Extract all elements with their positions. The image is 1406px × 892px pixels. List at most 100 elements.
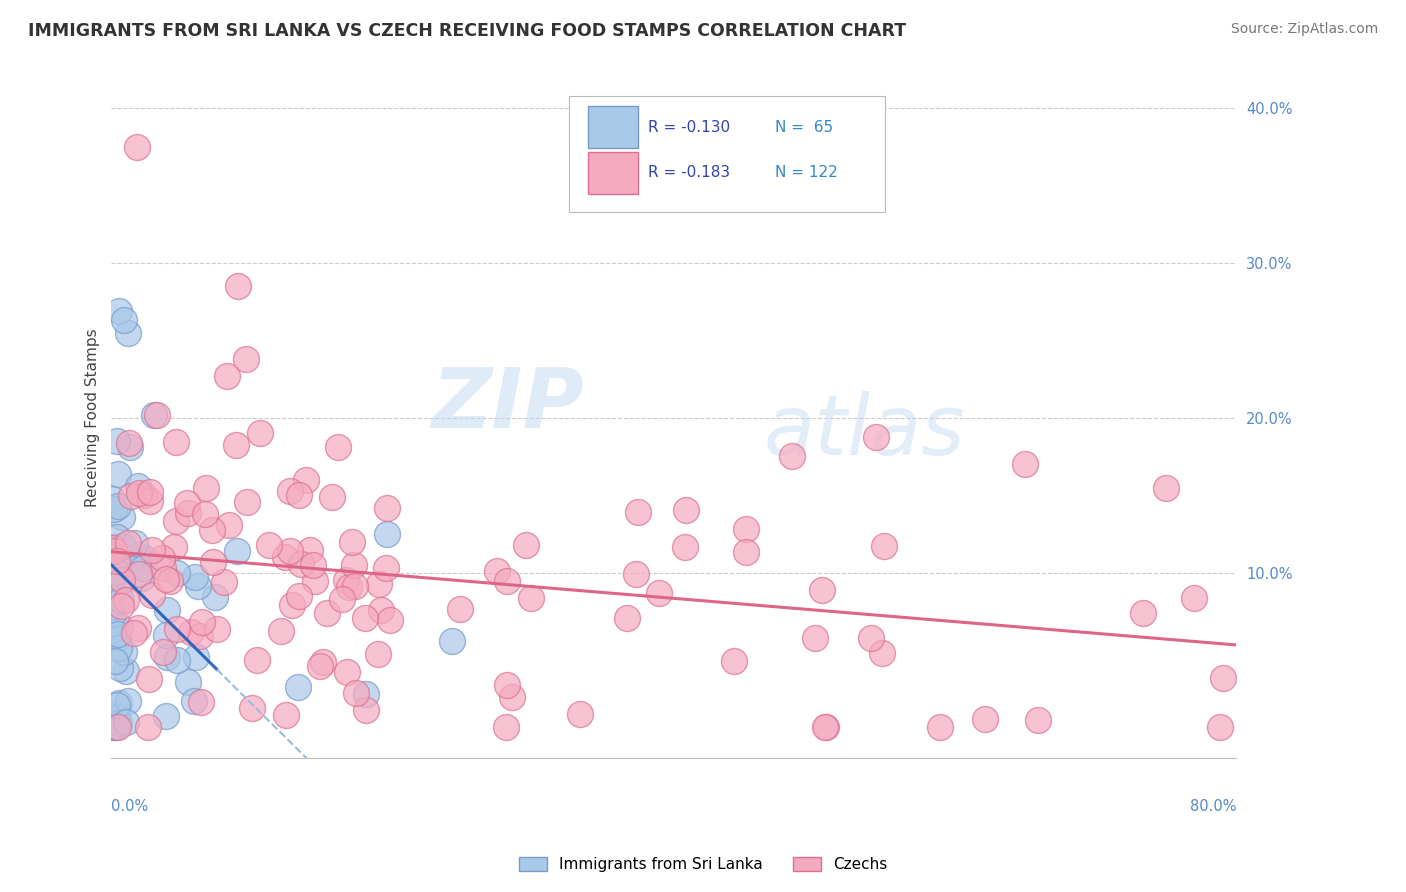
Point — [152, 645, 174, 659]
Point — [187, 578, 209, 592]
Point — [105, 565, 128, 579]
Point — [368, 577, 391, 591]
Point — [343, 579, 366, 593]
Point — [449, 601, 471, 615]
Point — [627, 505, 650, 519]
FancyBboxPatch shape — [569, 95, 886, 212]
Point — [162, 540, 184, 554]
Point — [155, 709, 177, 723]
Point — [108, 696, 131, 710]
Point — [115, 593, 138, 607]
Point — [103, 502, 125, 516]
Point — [127, 548, 149, 562]
Point — [304, 574, 326, 588]
Point — [378, 613, 401, 627]
Point — [374, 561, 396, 575]
Point — [107, 581, 129, 595]
Legend: Immigrants from Sri Lanka, Czechs: Immigrants from Sri Lanka, Czechs — [512, 849, 894, 880]
Point — [103, 720, 125, 734]
Point — [225, 438, 247, 452]
Point — [155, 573, 177, 587]
Point — [121, 552, 143, 566]
Point — [298, 543, 321, 558]
Point — [235, 352, 257, 367]
Point — [110, 544, 132, 558]
Point — [177, 675, 200, 690]
Point — [723, 654, 745, 668]
Point — [114, 715, 136, 730]
Point — [270, 624, 292, 638]
Point — [112, 645, 135, 659]
Point — [344, 686, 367, 700]
Text: 0.0%: 0.0% — [111, 799, 149, 814]
Point — [139, 494, 162, 508]
Point — [194, 507, 217, 521]
Point — [485, 564, 508, 578]
Point — [101, 607, 124, 621]
Point — [146, 409, 169, 423]
Point — [236, 495, 259, 509]
Point — [870, 646, 893, 660]
Point — [673, 541, 696, 555]
Point — [780, 449, 803, 463]
Point — [166, 622, 188, 636]
Point — [141, 588, 163, 602]
Point — [107, 500, 129, 514]
Point — [225, 543, 247, 558]
Point — [105, 434, 128, 449]
Point — [865, 430, 887, 444]
Point — [104, 540, 127, 554]
Point — [873, 539, 896, 553]
Point — [288, 589, 311, 603]
Point — [165, 434, 187, 449]
Point — [1132, 606, 1154, 620]
Point — [1212, 672, 1234, 686]
Point — [501, 690, 523, 704]
Point — [159, 574, 181, 588]
Point — [343, 558, 366, 573]
Point — [117, 693, 139, 707]
Point — [274, 550, 297, 565]
Point — [105, 698, 128, 712]
Point — [105, 710, 128, 724]
Text: IMMIGRANTS FROM SRI LANKA VS CZECH RECEIVING FOOD STAMPS CORRELATION CHART: IMMIGRANTS FROM SRI LANKA VS CZECH RECEI… — [28, 22, 907, 40]
Point — [974, 712, 997, 726]
Text: R = -0.130: R = -0.130 — [648, 120, 730, 135]
Point — [336, 665, 359, 680]
Point — [101, 600, 124, 615]
Point — [107, 715, 129, 730]
Text: Source: ZipAtlas.com: Source: ZipAtlas.com — [1230, 22, 1378, 37]
Point — [183, 694, 205, 708]
Point — [177, 506, 200, 520]
Point — [814, 720, 837, 734]
Point — [377, 500, 399, 515]
Point — [328, 441, 350, 455]
Point — [115, 664, 138, 678]
Point — [212, 575, 235, 590]
Point — [204, 590, 226, 604]
Point — [107, 720, 129, 734]
Point — [103, 543, 125, 558]
Point — [117, 326, 139, 340]
Point — [104, 720, 127, 734]
Point — [1026, 713, 1049, 727]
Point — [814, 720, 837, 734]
Point — [515, 538, 537, 552]
Point — [143, 408, 166, 422]
Point — [1209, 720, 1232, 734]
Point — [190, 695, 212, 709]
Point — [860, 631, 883, 645]
Point — [245, 653, 267, 667]
Point — [240, 700, 263, 714]
Point — [249, 426, 271, 441]
Point — [108, 303, 131, 318]
Point — [335, 574, 357, 588]
Point — [441, 634, 464, 648]
Point — [811, 583, 834, 598]
Point — [108, 620, 131, 634]
Point — [107, 627, 129, 641]
Point — [138, 720, 160, 734]
Point — [166, 566, 188, 580]
Point — [375, 526, 398, 541]
Point — [176, 496, 198, 510]
